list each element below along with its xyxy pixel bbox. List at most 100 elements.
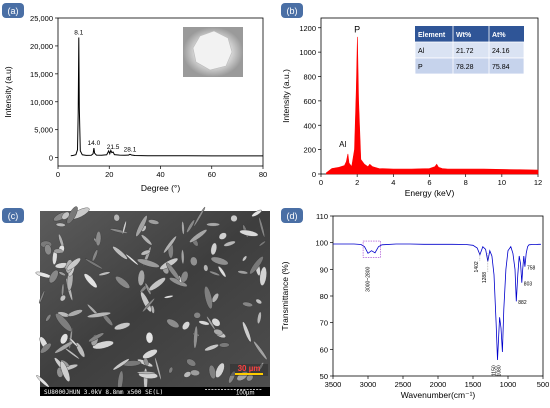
peak-label: 21.5	[107, 144, 120, 151]
x-axis-label: Energy (keV)	[405, 188, 455, 198]
sem-particle	[218, 232, 227, 240]
sem-particle	[88, 332, 105, 343]
sem-particle	[92, 249, 98, 262]
y-tick-label: 60	[320, 345, 328, 354]
table-cell: P	[418, 64, 423, 71]
sem-particle	[208, 364, 216, 380]
sem-particle	[148, 277, 166, 291]
sem-particle	[210, 256, 229, 266]
series-line-0	[70, 37, 263, 157]
x-axis-label: Wavenumber(cm⁻¹)	[401, 390, 476, 400]
sem-footer-bar	[40, 387, 270, 396]
sample-photo-flake	[192, 30, 233, 71]
y-axis-label: Intensity (a.u.)	[281, 69, 291, 123]
x-tick-label: 8	[464, 178, 468, 187]
sem-particle	[53, 248, 63, 254]
band-label: 758	[527, 265, 536, 271]
y-tick-label: 90	[320, 265, 328, 274]
table-row	[414, 57, 525, 75]
sem-particle	[210, 242, 217, 256]
x-tick-label: 10	[498, 178, 506, 187]
sem-particle	[228, 370, 236, 384]
table-cell: 21.72	[456, 48, 474, 55]
ftir-chart: (d) 3500 3000 2500 2000 1500 1000 500 50 60 70 80 9…	[280, 208, 549, 400]
y-axis-label: Intensity (a.u)	[3, 66, 13, 118]
x-tick-label: 2	[355, 178, 359, 187]
sem-particle	[251, 209, 262, 217]
sem-particle	[215, 362, 225, 378]
sem-particle	[209, 270, 220, 276]
sem-particle	[67, 309, 83, 317]
y-tick-label: 200	[303, 146, 316, 155]
sem-particle	[230, 214, 238, 222]
y-tick-label: 0	[49, 154, 53, 163]
y-tick-label: 400	[303, 121, 316, 130]
sem-particle	[182, 321, 190, 330]
sem-particle	[142, 349, 158, 359]
sem-particle	[45, 314, 52, 322]
sem-particle	[181, 249, 185, 264]
table-cell: Al	[418, 48, 425, 55]
eds-chart: (b) 0 2 4 6 8 10 12 0 200 400 600 800 1000 1200 Energy…	[281, 3, 542, 198]
peak-label: 8.1	[74, 30, 83, 37]
sem-particle	[136, 371, 155, 375]
y-tick-label: 25,000	[30, 14, 53, 23]
sem-particle	[113, 214, 120, 222]
table-cell: 75.84	[492, 64, 510, 71]
sem-particle	[237, 270, 249, 275]
sem-particle	[55, 313, 73, 332]
x-tick-label: 1000	[500, 380, 517, 389]
x-tick-label: 0	[56, 170, 60, 179]
sem-particle	[58, 271, 66, 276]
sem-image: (c) 30 µm SU8000JHUN 3.0kV 8.8mm x500 SE…	[2, 206, 270, 397]
peak-label: 28.1	[124, 146, 137, 153]
band-label: 803	[524, 281, 533, 287]
sem-particle	[259, 266, 267, 286]
y-tick-label: 600	[303, 97, 316, 106]
panel-label-c: (c)	[2, 208, 24, 223]
plot-frame	[332, 215, 544, 377]
sem-particle	[219, 342, 230, 348]
y-tick-label: 110	[316, 212, 328, 221]
sem-particle	[40, 342, 52, 354]
sem-particle	[211, 318, 221, 327]
sem-particle	[180, 271, 189, 283]
table-header-bg	[415, 26, 524, 42]
sem-particle	[181, 221, 185, 235]
sem-particle	[55, 222, 66, 227]
xrd-panel: (a) 0 20 40 60 80 0 5,000 10,000 15,000 20,000 25,…	[0, 0, 275, 200]
sem-particle	[137, 258, 160, 268]
sem-particle	[60, 361, 71, 382]
sem-particle	[190, 256, 198, 266]
table-cell: 24.16	[492, 48, 510, 55]
scale-bar-text: 30 µm	[238, 364, 261, 373]
sem-particle	[242, 321, 252, 343]
y-tick-label: 1200	[299, 24, 316, 33]
y-tick-label: 800	[303, 73, 316, 82]
sem-particle	[168, 366, 173, 374]
x-tick-label: 4	[391, 178, 395, 187]
y-tick-label: 15,000	[30, 70, 53, 79]
sem-particle	[166, 262, 180, 281]
sem-particle	[39, 290, 45, 304]
svg-text:(a): (a)	[8, 6, 19, 16]
sem-particle	[125, 253, 139, 266]
sem-particle	[112, 358, 130, 371]
band-label: 1402	[474, 261, 480, 272]
element-table: Element Wt% At% Al 21.72 24.16 P 78.28 75.84	[414, 26, 525, 75]
y-tick-label: 80	[320, 292, 328, 301]
sem-particle	[213, 328, 224, 336]
sem-particle	[163, 235, 177, 254]
sem-particle	[183, 371, 192, 378]
band-label: 1080	[496, 365, 502, 376]
x-tick-label: 20	[105, 170, 113, 179]
sem-particle	[148, 219, 160, 225]
sem-particle	[218, 266, 227, 278]
sem-particle	[164, 295, 174, 299]
sem-particles	[35, 206, 268, 392]
sem-particle	[223, 240, 236, 247]
sem-particle	[186, 219, 195, 233]
sem-particle	[255, 298, 262, 305]
table-header-cell: Wt%	[456, 32, 472, 39]
sem-particle	[137, 269, 145, 286]
